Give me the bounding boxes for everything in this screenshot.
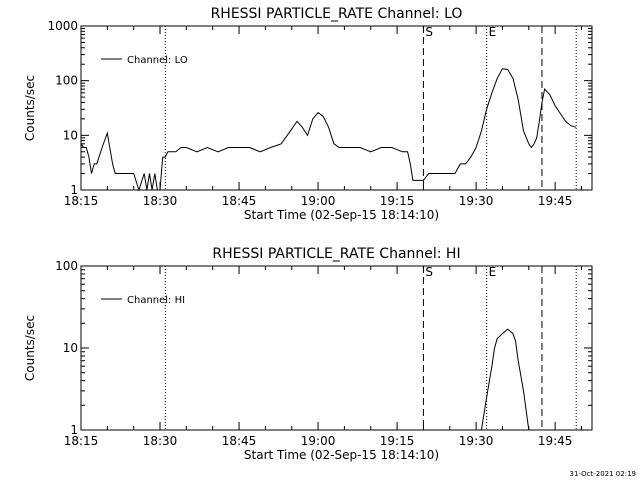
chart-1-legend-label: Channel: LO	[127, 55, 188, 66]
chart-2-xtick-label: 18:30	[143, 434, 178, 448]
chart-2-ytick-label: 100	[55, 259, 78, 273]
chart-2-xtick-label: 19:15	[380, 434, 415, 448]
chart-2-xtick-label: 19:00	[301, 434, 336, 448]
timestamp-stamp: 31-Oct-2021 02:19	[570, 470, 636, 478]
chart-1-marker-label: S	[425, 25, 433, 39]
chart-2-xtick-label: 18:45	[222, 434, 257, 448]
chart-2-marker-label: E	[489, 265, 497, 279]
chart-1-marker-label: E	[489, 25, 497, 39]
chart-1-xlabel: Start Time (02-Sep-15 18:14:10)	[244, 208, 439, 222]
chart-2-ylabel: Counts/sec	[23, 315, 37, 381]
chart-2-series-line	[480, 328, 530, 431]
chart-1-plot-frame	[80, 25, 593, 191]
chart-1-series-line	[80, 68, 577, 192]
chart-2-ytick-label: 1	[70, 423, 78, 437]
chart-2-xtick-label: 19:30	[459, 434, 494, 448]
chart-2-xtick-label: 18:15	[64, 434, 99, 448]
chart-1-xtick-label: 19:00	[301, 194, 336, 208]
chart-1-xtick-label: 18:45	[222, 194, 257, 208]
chart-1-xtick-label: 19:30	[459, 194, 494, 208]
chart-1-ytick-label: 1000	[47, 19, 78, 33]
chart-2-xtick-label: 19:45	[538, 434, 573, 448]
chart-1-ytick-label: 10	[63, 128, 78, 142]
chart-2-ytick-label: 10	[63, 341, 78, 355]
chart-1-xtick-label: 19:15	[380, 194, 415, 208]
chart-2-legend-label: Channel: HI	[127, 295, 185, 306]
chart-2-marker-label: S	[425, 265, 433, 279]
chart-1-ylabel: Counts/sec	[23, 75, 37, 141]
chart-1-ytick-label: 100	[55, 74, 78, 88]
chart-1-xtick-label: 19:45	[538, 194, 573, 208]
chart-2-plot-frame	[80, 265, 593, 431]
chart-1-xtick-label: 18:15	[64, 194, 99, 208]
chart-1-title: RHESSI PARTICLE_RATE Channel: LO	[211, 6, 463, 22]
chart-1-ytick-label: 1	[70, 183, 78, 197]
chart-2-xlabel: Start Time (02-Sep-15 18:14:10)	[244, 448, 439, 462]
chart-2-title: RHESSI PARTICLE_RATE Channel: HI	[212, 246, 460, 262]
chart-1-xtick-label: 18:30	[143, 194, 178, 208]
